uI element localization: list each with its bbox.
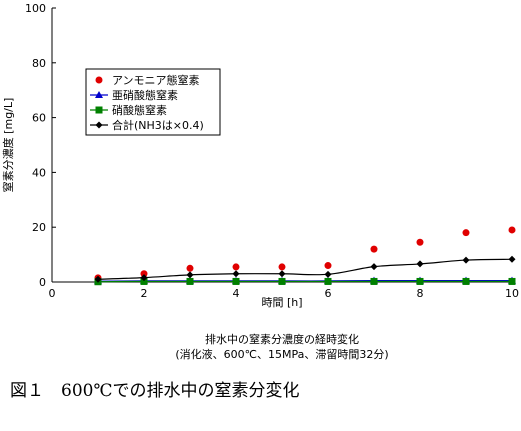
series-1-point [278,263,286,271]
series-layer [94,226,516,286]
series-1-point [140,270,148,278]
series-4-point [370,263,378,271]
series-1-point [186,264,194,272]
series-4-point [416,260,424,268]
chart-subtitle-line-1: 排水中の窒素分濃度の経時変化 [205,332,359,346]
legend-swatch-marker [95,121,103,129]
series-1-point [232,263,240,271]
series-4-point [94,275,102,283]
series-3-point [370,277,378,285]
series-1-point [508,226,516,234]
x-tick-label: 10 [505,287,519,300]
series-4-line [97,258,513,280]
series-3-point [462,277,470,285]
y-tick-label: 20 [32,221,46,234]
legend-box [85,68,221,136]
series-4-point [140,274,148,282]
figure-caption: 図１ 600℃での排水中の窒素分変化 [10,381,299,401]
x-tick-label: 2 [141,287,148,300]
legend-label: 硝酸態窒素 [112,103,167,117]
series-4-point [508,255,516,263]
legend-swatch-marker [95,106,103,114]
series-3-point [140,277,148,285]
legend-entry-1: アンモニア態窒素 [95,73,200,87]
y-tick-label: 80 [32,57,46,70]
series-1-point [462,229,470,237]
series-2 [94,276,516,285]
x-tick-label: 8 [417,287,424,300]
x-tick-label: 6 [325,287,332,300]
series-4-point [186,271,194,279]
y-axis-ticks: 0 20 40 60 80 100 [25,2,56,289]
legend-label: 亜硝酸態窒素 [112,88,178,102]
series-1-point [416,238,424,246]
y-tick-label: 40 [32,166,46,179]
y-axis-title: 窒素分濃度 [mg/L] [1,98,15,193]
series-4-point [324,270,332,278]
series-3 [94,277,516,286]
series-4 [94,255,516,283]
chart-subtitle-line-2: (消化液、600℃、15MPa、滞留時間32分) [175,347,388,361]
series-4-point [278,270,286,278]
series-4-point [462,256,470,264]
series-4-point [232,270,240,278]
series-3-point [232,277,240,285]
legend-entry-3: 硝酸態窒素 [90,103,167,117]
y-tick-label: 100 [25,2,46,15]
x-axis-title: 時間 [h] [261,296,302,309]
legend-label: アンモニア態窒素 [112,73,200,87]
plot-area: 0 20 40 60 80 100 0 2 4 6 8 10 [25,2,519,300]
y-tick-label: 0 [39,276,46,289]
y-tick-label: 60 [32,112,46,125]
series-1-point [370,245,378,253]
series-3-point [278,277,286,285]
legend-entry-4: 合計(NH3は×0.4) [90,118,204,132]
series-1 [94,226,516,282]
legend-swatch-marker [95,76,103,84]
legend-label: 合計(NH3は×0.4) [112,118,204,132]
legend-swatch-marker [95,91,103,98]
legend-entry-2: 亜硝酸態窒素 [90,88,178,102]
series-3-point [508,277,516,285]
series-3-point [416,277,424,285]
x-tick-label: 4 [233,287,240,300]
series-3-point [324,277,332,285]
series-1-point [324,262,332,270]
series-3-point [186,277,194,285]
x-tick-label: 0 [49,287,56,300]
